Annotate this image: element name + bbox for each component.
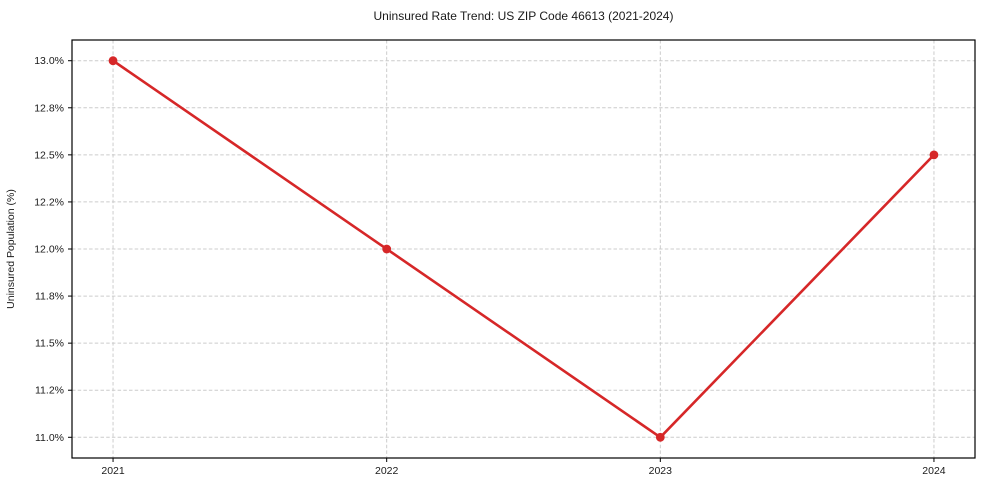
x-tick-label: 2023 (649, 465, 673, 477)
chart-title: Uninsured Rate Trend: US ZIP Code 46613 … (373, 9, 674, 23)
y-tick-label: 11.2% (35, 385, 64, 397)
data-point-marker (382, 244, 392, 254)
x-tick-label: 2021 (101, 465, 125, 477)
y-tick-label: 13.0% (34, 55, 64, 67)
x-tick-label: 2022 (375, 465, 399, 477)
data-point-marker (655, 432, 665, 442)
series-layer (108, 56, 939, 442)
data-point-marker (108, 56, 118, 66)
grid-layer (72, 40, 975, 458)
trend-line (111, 59, 936, 439)
y-tick-label: 11.8% (35, 291, 64, 303)
axis-layer: 2021 2022 2023 2024 13.0% 12.8% 12.5% 12.2% 12.0… (34, 39, 976, 477)
y-tick-label: 11.0% (35, 432, 64, 444)
y-tick-label: 12.5% (34, 149, 64, 161)
y-tick-label: 11.5% (35, 338, 64, 350)
x-tick-label: 2024 (922, 465, 946, 477)
data-point-marker (929, 150, 939, 160)
y-tick-label: 12.8% (34, 102, 64, 114)
y-tick-label: 12.0% (34, 244, 64, 256)
y-tick-label: 12.2% (34, 196, 64, 208)
y-axis-label: Uninsured Population (%) (5, 189, 17, 309)
